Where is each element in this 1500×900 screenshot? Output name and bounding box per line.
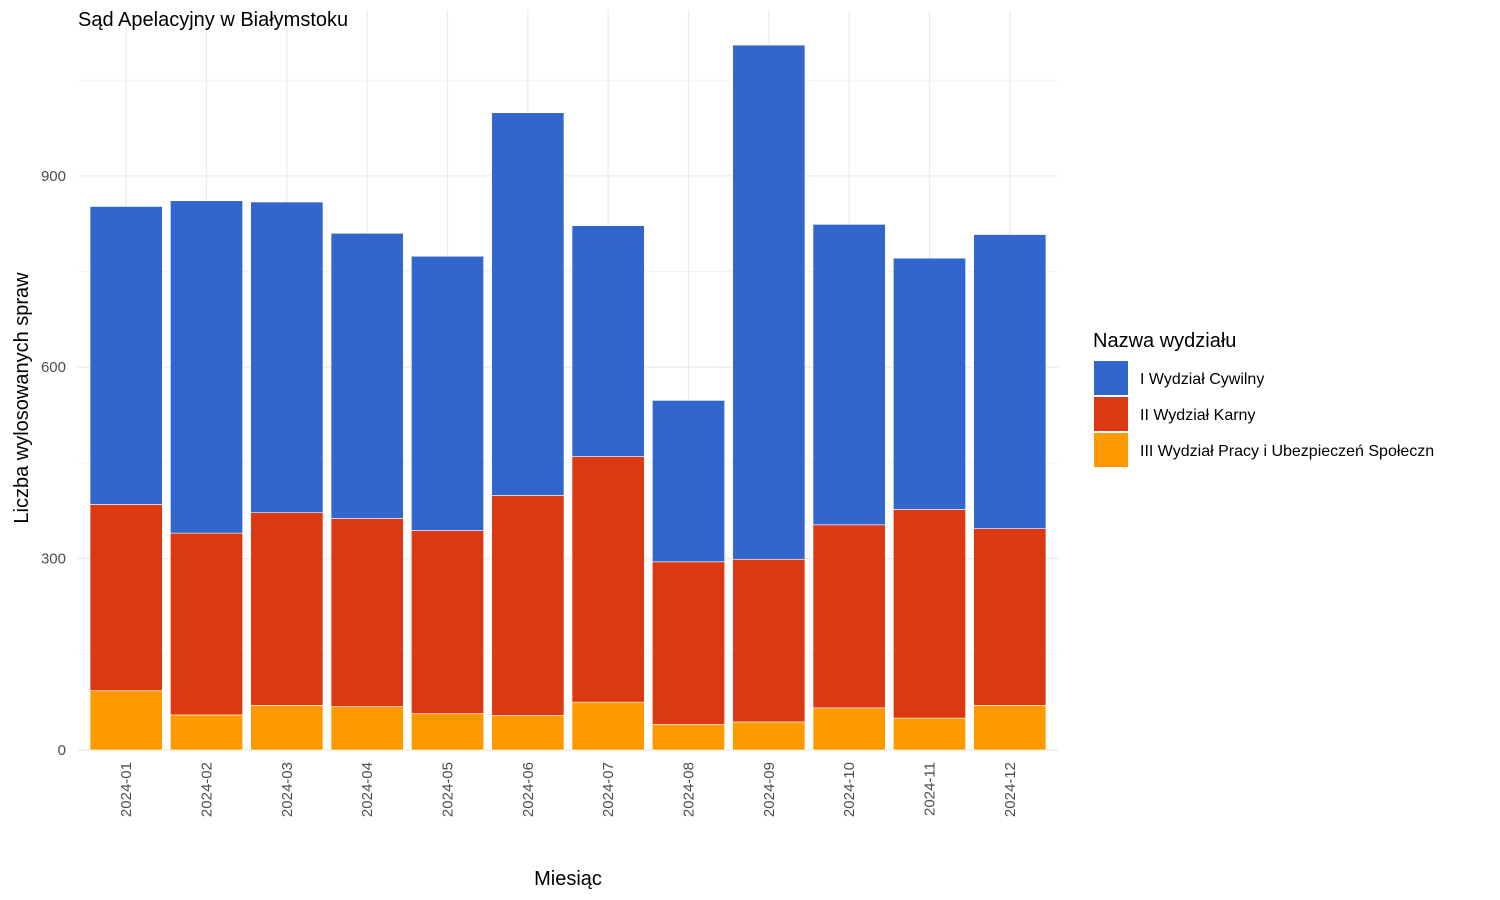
bar-segment-2024-04-series-2 [330, 232, 404, 519]
bars [89, 44, 1047, 751]
bar-segment-2024-05-series-2 [411, 255, 484, 531]
bar-segment-2024-11-series-2 [893, 257, 966, 510]
x-tick-label: 2024-11 [921, 762, 938, 816]
y-tick-label: 600 [41, 359, 66, 376]
x-tick-label: 2024-06 [520, 762, 537, 817]
bar-segment-2024-10-series-0 [812, 707, 886, 751]
bar-segment-2024-02-series-0 [170, 714, 243, 751]
legend-label: I Wydział Cywilny [1140, 371, 1264, 388]
x-tick-label: 2024-05 [440, 762, 457, 817]
bar-segment-2024-01-series-1 [89, 504, 163, 691]
y-tick-label: 900 [41, 168, 66, 185]
x-tick-label: 2024-04 [359, 762, 376, 817]
bar-segment-2024-04-series-1 [330, 518, 404, 707]
bar-segment-2024-01-series-0 [89, 690, 163, 751]
bar-segment-2024-11-series-0 [893, 717, 966, 751]
bar-segment-2024-12-series-1 [973, 528, 1047, 706]
chart-title: Sąd Apelacyjny w Białymstoku [78, 9, 348, 31]
x-tick-label: 2024-01 [118, 762, 135, 817]
x-tick-label: 2024-12 [1002, 762, 1019, 817]
bar-segment-2024-05-series-0 [411, 713, 484, 751]
bar-segment-2024-04-series-0 [330, 706, 404, 751]
x-tick-label: 2024-08 [680, 762, 697, 817]
bar-segment-2024-09-series-2 [732, 44, 806, 560]
bar-segment-2024-08-series-1 [652, 561, 725, 725]
x-tick-label: 2024-10 [841, 762, 858, 817]
legend-title: Nazwa wydziału [1093, 330, 1236, 352]
legend-swatch [1094, 433, 1128, 467]
y-tick-label: 0 [58, 742, 66, 759]
bar-segment-2024-05-series-1 [411, 530, 484, 714]
bar-segment-2024-08-series-2 [652, 400, 725, 563]
x-axis-title: Miesiąc [534, 868, 602, 890]
bar-segment-2024-03-series-1 [250, 512, 324, 706]
y-axis-title: Liczba wylosowanych spraw [11, 272, 33, 524]
bar-segment-2024-03-series-2 [250, 201, 324, 513]
legend-label: III Wydział Pracy i Ubezpieczeń Społeczn [1140, 443, 1434, 460]
x-tick-label: 2024-09 [761, 762, 778, 817]
x-tick-label: 2024-07 [600, 762, 617, 817]
bar-segment-2024-12-series-2 [973, 234, 1047, 529]
bar-segment-2024-06-series-0 [491, 715, 565, 751]
x-tick-label: 2024-03 [279, 762, 296, 817]
bar-segment-2024-02-series-1 [170, 532, 243, 716]
x-axis-ticks: 2024-01 2024-02 2024-03 2024-04 2024-05 2024-… [118, 762, 1019, 817]
bar-segment-2024-10-series-2 [812, 224, 886, 526]
y-tick-label: 300 [41, 551, 66, 568]
legend: Nazwa wydziału I Wydział Cywilny II Wydzi… [1093, 330, 1434, 467]
bar-segment-2024-06-series-1 [491, 495, 565, 716]
bar-segment-2024-07-series-2 [571, 225, 645, 457]
bar-segment-2024-06-series-2 [491, 112, 565, 496]
bar-segment-2024-12-series-0 [973, 705, 1047, 751]
bar-segment-2024-09-series-1 [732, 558, 806, 723]
legend-swatch [1094, 361, 1128, 395]
bar-segment-2024-11-series-1 [893, 509, 966, 719]
bar-segment-2024-10-series-1 [812, 524, 886, 709]
legend-swatch [1094, 397, 1128, 431]
bar-segment-2024-03-series-0 [250, 705, 324, 751]
bar-segment-2024-07-series-1 [571, 456, 645, 703]
bar-segment-2024-08-series-0 [652, 724, 725, 751]
x-tick-label: 2024-02 [199, 762, 216, 817]
y-axis-ticks: 0 300 600 900 [41, 168, 66, 759]
legend-label: II Wydział Karny [1140, 407, 1255, 424]
bar-segment-2024-07-series-0 [571, 701, 645, 751]
bar-segment-2024-01-series-2 [89, 206, 163, 505]
bar-segment-2024-09-series-0 [732, 721, 806, 751]
bar-segment-2024-02-series-2 [170, 200, 243, 534]
